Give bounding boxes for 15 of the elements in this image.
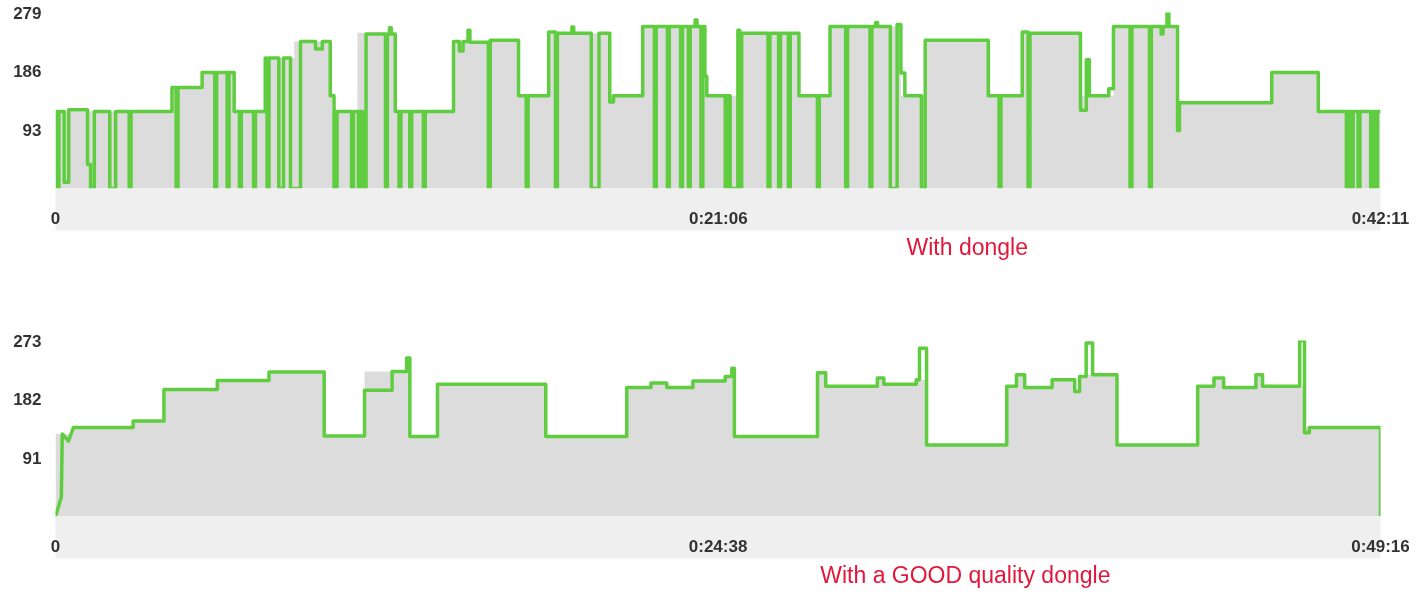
y-tick-label: 186 [13,62,42,82]
y-tick-label: 91 [22,448,42,468]
y-tick-label: 182 [13,390,42,410]
text: With a GOOD quality dongle [820,561,1111,588]
x-tick-label: 0:42:11 [1351,208,1410,228]
y-tick-label: 93 [22,120,42,140]
x-tick-label: 0:49:16 [1351,536,1410,556]
x-tick-label: 0:24:38 [688,536,748,556]
line-series [55,340,1381,517]
text: With dongle [906,233,1028,260]
y-tick-label: 279 [13,3,42,23]
x-tick-label: 0:21:06 [688,208,748,228]
x-tick-label: 0 [50,536,61,556]
x-tick-label: 0 [50,208,61,228]
y-tick-label: 273 [13,331,42,351]
